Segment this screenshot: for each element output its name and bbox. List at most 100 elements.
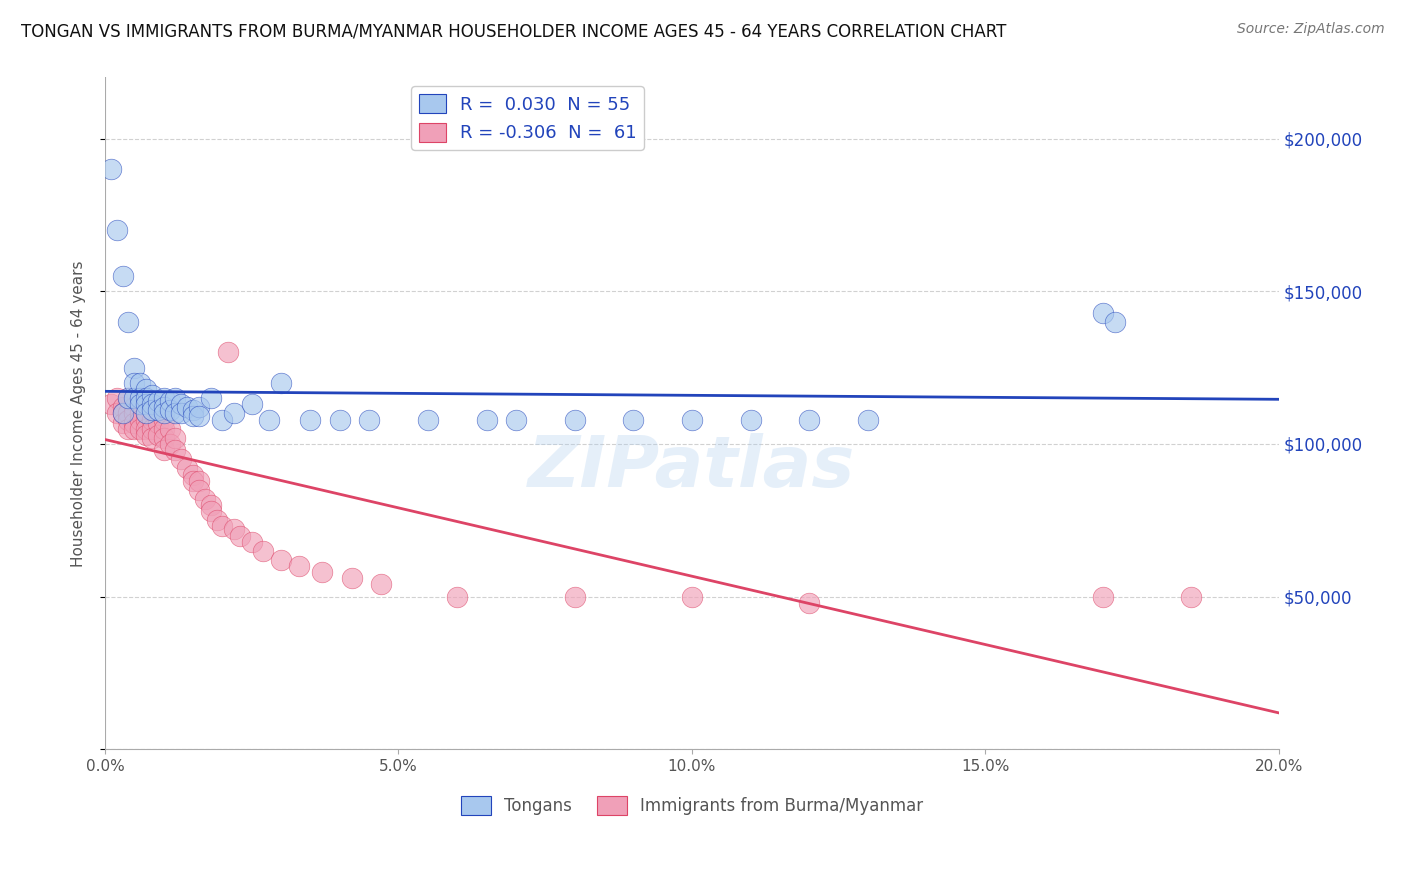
Point xyxy=(111,406,134,420)
Point xyxy=(152,422,174,436)
Point xyxy=(176,461,198,475)
Point xyxy=(124,360,146,375)
Point xyxy=(165,443,187,458)
Point xyxy=(165,431,187,445)
Point xyxy=(187,474,209,488)
Point xyxy=(152,412,174,426)
Point xyxy=(111,416,134,430)
Point xyxy=(146,403,169,417)
Point xyxy=(159,437,181,451)
Point xyxy=(475,412,498,426)
Point xyxy=(152,391,174,405)
Point xyxy=(152,401,174,415)
Point xyxy=(117,406,139,420)
Point xyxy=(340,571,363,585)
Point xyxy=(117,391,139,405)
Point xyxy=(141,397,163,411)
Point xyxy=(129,397,152,411)
Point xyxy=(329,412,352,426)
Y-axis label: Householder Income Ages 45 - 64 years: Householder Income Ages 45 - 64 years xyxy=(72,260,86,566)
Point xyxy=(287,559,309,574)
Point xyxy=(224,406,246,420)
Point xyxy=(681,412,703,426)
Point xyxy=(299,412,322,426)
Legend: Tongans, Immigrants from Burma/Myanmar: Tongans, Immigrants from Burma/Myanmar xyxy=(454,789,929,822)
Point xyxy=(159,422,181,436)
Point xyxy=(124,416,146,430)
Text: Source: ZipAtlas.com: Source: ZipAtlas.com xyxy=(1237,22,1385,37)
Point xyxy=(129,422,152,436)
Text: ZIPatlas: ZIPatlas xyxy=(529,433,856,501)
Point xyxy=(165,391,187,405)
Point xyxy=(200,498,222,512)
Point xyxy=(117,412,139,426)
Point xyxy=(187,401,209,415)
Point xyxy=(135,427,157,442)
Point xyxy=(141,403,163,417)
Point xyxy=(200,504,222,518)
Point xyxy=(170,452,193,467)
Point xyxy=(105,406,128,420)
Point xyxy=(799,596,821,610)
Point xyxy=(1091,305,1114,319)
Point xyxy=(129,376,152,390)
Point xyxy=(259,412,281,426)
Point xyxy=(229,528,252,542)
Point xyxy=(270,553,292,567)
Point xyxy=(152,406,174,420)
Point xyxy=(1091,590,1114,604)
Point xyxy=(124,391,146,405)
Point xyxy=(359,412,381,426)
Point xyxy=(141,422,163,436)
Point xyxy=(124,406,146,420)
Text: TONGAN VS IMMIGRANTS FROM BURMA/MYANMAR HOUSEHOLDER INCOME AGES 45 - 64 YEARS CO: TONGAN VS IMMIGRANTS FROM BURMA/MYANMAR … xyxy=(21,22,1007,40)
Point xyxy=(135,412,157,426)
Point xyxy=(124,401,146,415)
Point xyxy=(146,427,169,442)
Point xyxy=(799,412,821,426)
Point xyxy=(270,376,292,390)
Point xyxy=(165,406,187,420)
Point xyxy=(105,223,128,237)
Point xyxy=(111,268,134,283)
Point xyxy=(117,391,139,405)
Point xyxy=(124,376,146,390)
Point xyxy=(135,406,157,420)
Point xyxy=(129,406,152,420)
Point xyxy=(211,519,233,533)
Point xyxy=(181,403,204,417)
Point xyxy=(105,391,128,405)
Point xyxy=(252,544,274,558)
Point xyxy=(124,422,146,436)
Point xyxy=(681,590,703,604)
Point xyxy=(564,412,586,426)
Point xyxy=(141,412,163,426)
Point xyxy=(205,513,228,527)
Point xyxy=(170,397,193,411)
Point xyxy=(240,397,263,411)
Point xyxy=(505,412,527,426)
Point xyxy=(194,491,217,506)
Point xyxy=(211,412,233,426)
Point xyxy=(187,483,209,497)
Point xyxy=(217,345,239,359)
Point xyxy=(129,412,152,426)
Point xyxy=(135,422,157,436)
Point xyxy=(100,162,122,177)
Point xyxy=(141,388,163,402)
Point xyxy=(564,590,586,604)
Point xyxy=(152,431,174,445)
Point xyxy=(111,401,134,415)
Point xyxy=(181,467,204,482)
Point xyxy=(370,577,392,591)
Point xyxy=(181,474,204,488)
Point xyxy=(117,315,139,329)
Point xyxy=(135,391,157,405)
Point xyxy=(141,431,163,445)
Point xyxy=(117,422,139,436)
Point xyxy=(1104,315,1126,329)
Point xyxy=(159,394,181,409)
Point xyxy=(240,534,263,549)
Point xyxy=(129,391,152,405)
Point xyxy=(135,382,157,396)
